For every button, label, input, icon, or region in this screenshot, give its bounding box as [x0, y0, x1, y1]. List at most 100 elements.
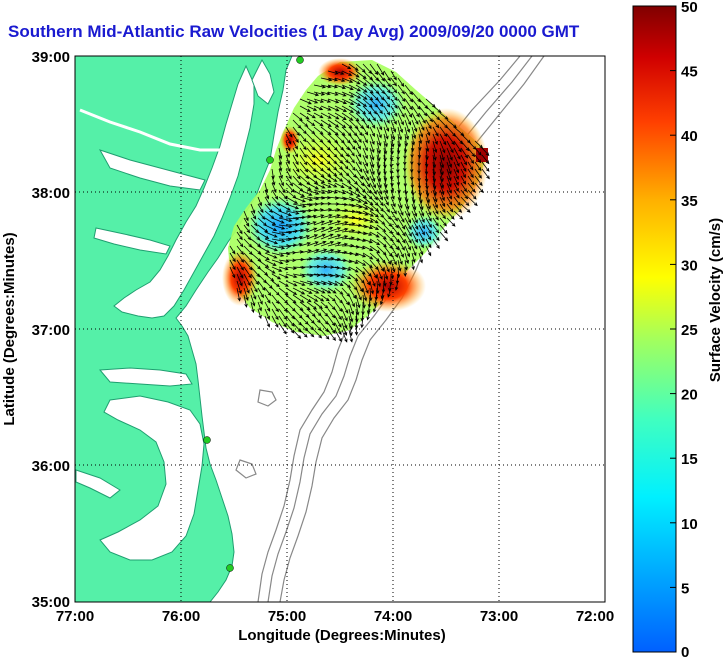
velocity-vector — [292, 235, 304, 240]
velocity-vector — [243, 224, 251, 234]
velocity-vector — [417, 147, 422, 159]
velocity-vector — [292, 228, 305, 233]
velocity-vector — [243, 266, 252, 279]
velocity-vector — [362, 287, 368, 302]
velocity-vector — [271, 224, 286, 230]
velocity-vector — [327, 329, 336, 342]
colorbar-tick-label: 40 — [681, 128, 698, 145]
colorbar-tick-label: 50 — [681, 0, 698, 16]
velocity-vector — [376, 196, 384, 207]
velocity-vector — [397, 245, 404, 258]
velocity-vector — [390, 119, 397, 133]
velocity-vector — [341, 273, 352, 280]
colorbar-label: Surface Velocity (cm/s) — [707, 218, 724, 382]
velocity-vector — [418, 238, 424, 249]
velocity-vector — [355, 266, 366, 275]
velocity-vector — [369, 217, 379, 224]
velocity-vector — [292, 242, 303, 247]
velocity-vector — [264, 245, 278, 252]
velocity-vector — [432, 140, 438, 154]
velocity-vector — [348, 266, 359, 273]
velocity-vector — [243, 210, 249, 222]
velocity-vector — [320, 84, 332, 89]
velocity-vector — [446, 175, 452, 188]
velocity-vector — [334, 301, 343, 313]
velocity-vector — [383, 196, 389, 206]
velocity-vector — [376, 112, 383, 123]
velocity-vector — [355, 70, 367, 80]
velocity-vector — [243, 217, 250, 227]
velocity-vector — [229, 245, 236, 255]
velocity-vector — [292, 196, 306, 203]
velocity-vector — [313, 308, 322, 317]
velocity-vector — [271, 273, 282, 280]
velocity-vector — [334, 322, 342, 336]
velocity-vector — [334, 112, 347, 121]
velocity-vector — [299, 147, 307, 159]
velocity-vector — [243, 273, 251, 287]
velocity-vector — [355, 119, 365, 130]
velocity-vector — [383, 119, 390, 132]
velocity-vector — [250, 210, 257, 220]
velocity-vector — [306, 308, 316, 317]
velocity-vector — [439, 175, 445, 189]
velocity-vector — [355, 161, 363, 173]
velocity-vector — [432, 196, 438, 209]
velocity-vector — [299, 221, 311, 226]
velocity-vector — [278, 308, 288, 321]
velocity-vector — [369, 119, 376, 129]
velocity-vector — [355, 98, 368, 108]
velocity-vector — [355, 245, 366, 250]
velocity-vector — [394, 280, 399, 291]
velocity-vector — [271, 294, 280, 305]
velocity-vector — [376, 105, 383, 115]
velocity-vector — [320, 214, 333, 219]
velocity-vector — [306, 221, 317, 226]
chesapeake-bay — [113, 64, 255, 319]
colorbar-tick-label: 35 — [681, 193, 698, 210]
velocity-vector — [257, 308, 262, 320]
velocity-vector — [404, 252, 409, 265]
velocity-vector — [397, 77, 405, 87]
velocity-vector — [397, 259, 402, 272]
velocity-vector — [334, 175, 344, 182]
velocity-vector — [467, 189, 477, 200]
velocity-vector — [292, 189, 305, 198]
x-axis-label: Longitude (Degrees:Minutes) — [238, 627, 446, 644]
velocity-vector — [432, 112, 441, 121]
velocity-vector — [397, 217, 406, 230]
velocity-vector — [425, 210, 432, 222]
velocity-vector — [397, 112, 404, 126]
velocity-vector — [285, 210, 300, 215]
velocity-vector — [411, 259, 415, 271]
velocity-vector — [390, 77, 397, 87]
velocity-vector — [418, 119, 425, 131]
velocity-vector — [341, 175, 351, 184]
velocity-vector — [404, 224, 412, 237]
velocity-vector — [313, 105, 324, 111]
velocity-vector — [292, 133, 299, 143]
velocity-vector — [355, 252, 367, 258]
velocity-vector — [313, 147, 324, 159]
velocity-vector — [369, 161, 375, 176]
velocity-vector — [355, 203, 369, 210]
velocity-vector — [285, 147, 290, 158]
velocity-vector — [278, 147, 283, 160]
velocity-vector — [460, 175, 467, 185]
velocity-vector — [453, 196, 461, 206]
velocity-vector — [383, 252, 392, 265]
velocity-vector — [439, 126, 448, 138]
velocity-vector — [334, 105, 348, 112]
bay-inlet-middle — [93, 227, 171, 255]
velocity-vector — [397, 196, 403, 209]
velocity-vector — [446, 133, 455, 146]
velocity-vector — [404, 196, 410, 210]
velocity-vector — [425, 217, 432, 228]
velocity-vector — [271, 231, 286, 236]
velocity-vector — [250, 273, 259, 286]
velocity-vector — [446, 217, 456, 227]
velocity-vector — [341, 168, 350, 177]
velocity-vector — [278, 224, 293, 228]
velocity-vector — [383, 210, 392, 220]
velocity-vector — [404, 210, 411, 224]
